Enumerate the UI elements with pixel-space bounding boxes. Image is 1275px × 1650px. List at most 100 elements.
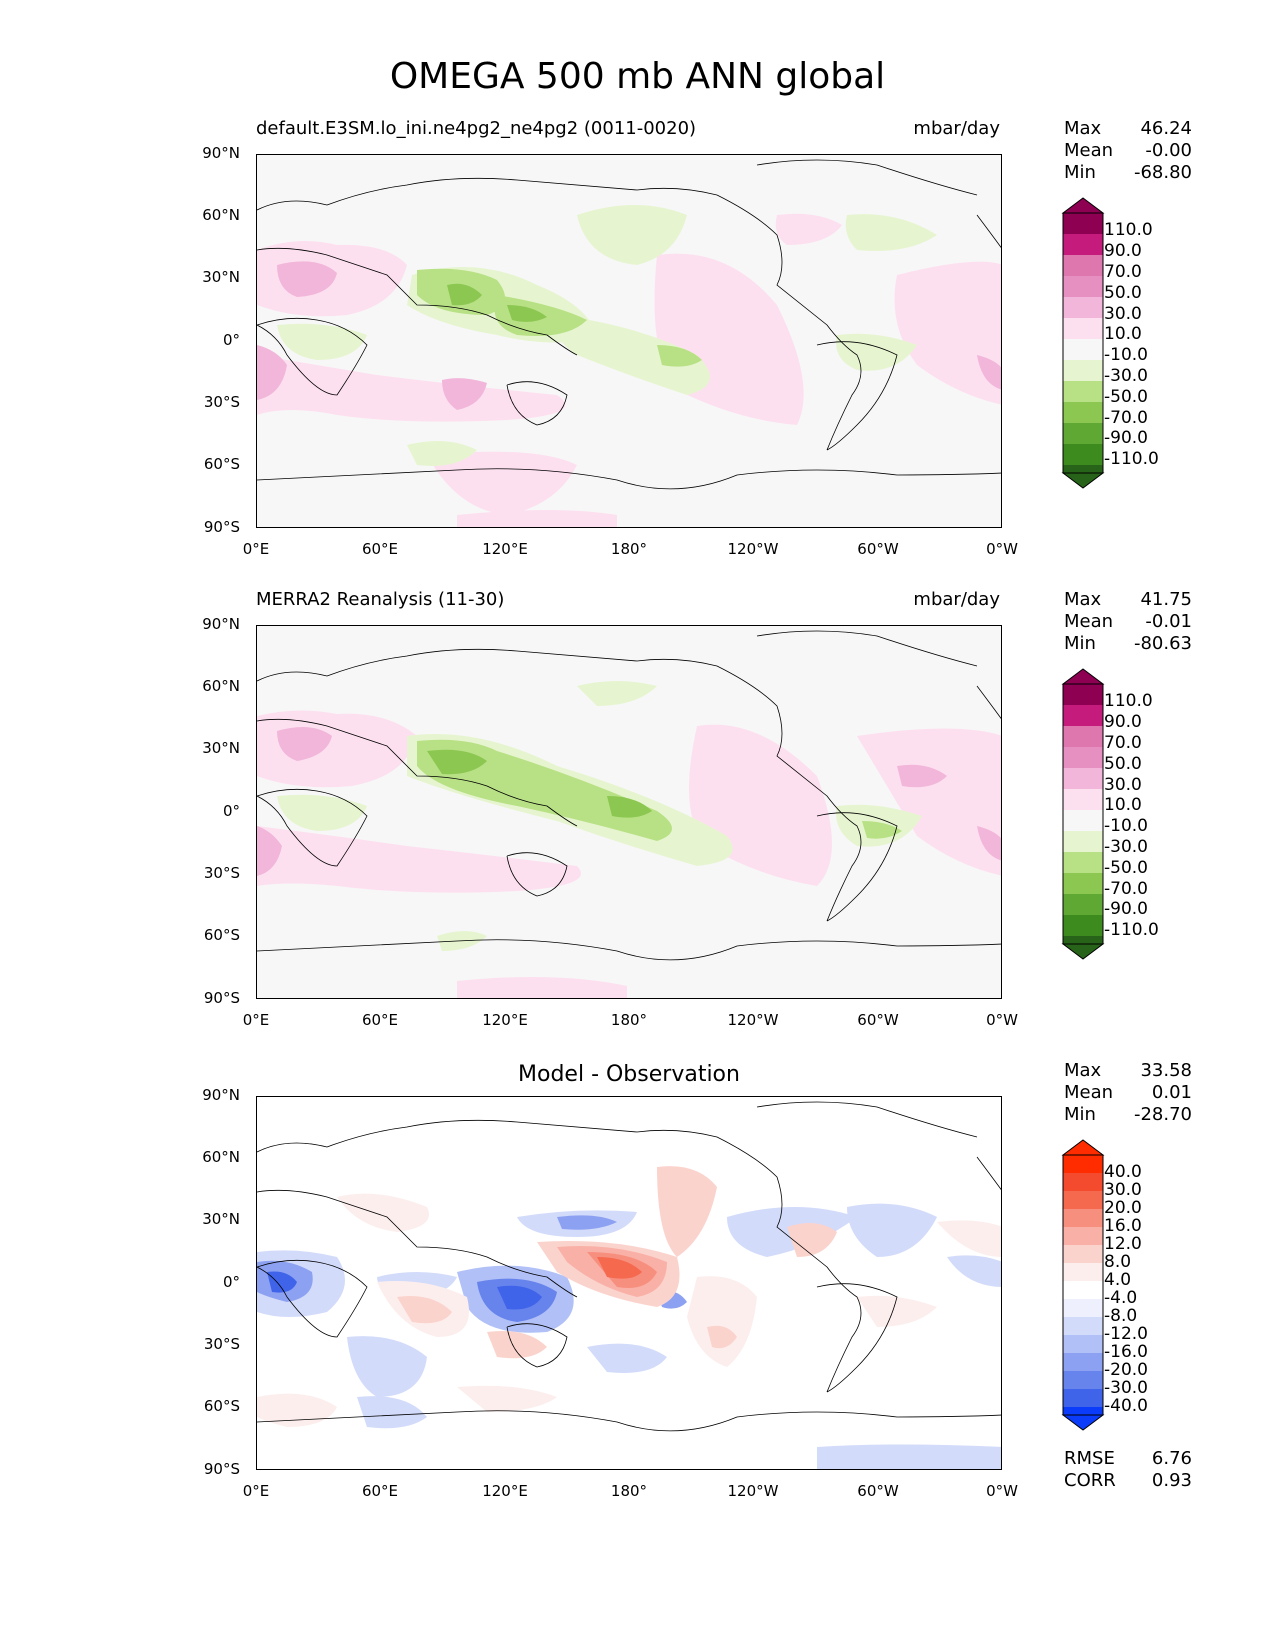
stat-min: -28.70 <box>1133 1104 1192 1125</box>
cbar-label: 30.0 <box>1104 775 1142 795</box>
cbar-label: 40.0 <box>1104 1162 1142 1182</box>
stats-reference: Max 41.75 Mean -0.01 Min -80.63 <box>1064 589 1192 655</box>
cbar-label: -90.0 <box>1104 428 1148 448</box>
stat-label: Min <box>1064 633 1096 654</box>
metric-corr: 0.93 <box>1151 1470 1192 1491</box>
ytick: 90°N <box>202 1086 240 1104</box>
coastlines <box>257 630 1001 961</box>
metric-label: CORR <box>1064 1470 1116 1491</box>
stats-test: Max 46.24 Mean -0.00 Min -68.80 <box>1064 118 1192 184</box>
panel-reference-title: MERRA2 Reanalysis (11-30) <box>256 589 505 610</box>
ytick: 60°S <box>203 455 240 473</box>
cbar-label: -10.0 <box>1104 345 1148 365</box>
colorbar-reference <box>1061 668 1105 960</box>
stat-label: Mean <box>1064 140 1114 161</box>
cbar-label: -110.0 <box>1104 920 1159 940</box>
cbar-label: -110.0 <box>1104 449 1159 469</box>
xtick: 0°E <box>242 1482 270 1500</box>
stat-label: Min <box>1064 1104 1096 1125</box>
ytick: 60°S <box>203 926 240 944</box>
figure-title: OMEGA 500 mb ANN global <box>389 56 886 97</box>
stat-label: Max <box>1064 118 1102 139</box>
xtick: 120°W <box>727 1011 779 1029</box>
panel-test-units: mbar/day <box>913 118 1000 139</box>
stat-max: 41.75 <box>1140 589 1192 610</box>
stat-min: -68.80 <box>1133 162 1192 183</box>
xtick: 120°E <box>482 1482 528 1500</box>
cbar-label: -16.0 <box>1104 1342 1148 1362</box>
ytick: 90°N <box>202 615 240 633</box>
stat-max: 33.58 <box>1140 1060 1192 1081</box>
cbar-label: -30.0 <box>1104 837 1148 857</box>
map-difference <box>256 1096 1002 1470</box>
cbar-label: 110.0 <box>1104 220 1153 240</box>
map-reference-contours <box>257 681 1001 998</box>
cbar-label: -30.0 <box>1104 366 1148 386</box>
stat-label: Max <box>1064 1060 1102 1081</box>
ytick: 30°N <box>202 1210 240 1228</box>
ytick: 90°S <box>203 518 240 536</box>
cbar-label: 4.0 <box>1104 1270 1132 1290</box>
coastlines <box>257 1101 1001 1432</box>
cbar-label: 10.0 <box>1104 795 1142 815</box>
cbar-label: 10.0 <box>1104 324 1142 344</box>
ytick: 30°N <box>202 739 240 757</box>
map-test-svg <box>257 155 1001 527</box>
cbar-label: 110.0 <box>1104 691 1153 711</box>
stat-label: Min <box>1064 162 1096 183</box>
xtick: 120°W <box>727 540 779 558</box>
cbar-label: -90.0 <box>1104 899 1148 919</box>
panel-difference-title: Model - Observation <box>518 1062 740 1087</box>
cbar-label: 30.0 <box>1104 304 1142 324</box>
panel-reference: MERRA2 Reanalysis (11-30) mbar/day <box>0 471 1275 1029</box>
cbar-label: -8.0 <box>1104 1306 1138 1326</box>
xtick: 180° <box>610 540 648 558</box>
stat-max: 46.24 <box>1140 118 1192 139</box>
panel-reference-units: mbar/day <box>913 589 1000 610</box>
ytick: 60°N <box>202 206 240 224</box>
stat-label: Mean <box>1064 1082 1114 1103</box>
stat-mean: -0.01 <box>1145 611 1192 632</box>
cbar-label: -20.0 <box>1104 1360 1148 1380</box>
cbar-label: -50.0 <box>1104 858 1148 878</box>
cbar-label: -30.0 <box>1104 1378 1148 1398</box>
ytick: 30°S <box>203 393 240 411</box>
xtick: 0°E <box>242 1011 270 1029</box>
map-reference-svg <box>257 626 1001 998</box>
xtick: 180° <box>610 1482 648 1500</box>
panel-test: default.E3SM.lo_ini.ne4pg2_ne4pg2 (0011-… <box>0 0 1275 558</box>
map-difference-svg <box>257 1097 1001 1469</box>
xtick: 60°W <box>857 1011 899 1029</box>
ytick: 0° <box>222 1273 240 1291</box>
xtick: 60°E <box>361 1482 399 1500</box>
cbar-label: -4.0 <box>1104 1288 1138 1308</box>
cbar-label: 90.0 <box>1104 712 1142 732</box>
xtick: 60°E <box>361 540 399 558</box>
map-test-contours <box>257 205 1001 527</box>
stat-mean: 0.01 <box>1151 1082 1192 1103</box>
cbar-label: -70.0 <box>1104 879 1148 899</box>
metrics-difference: RMSE 6.76 CORR 0.93 <box>1064 1448 1192 1492</box>
map-reference <box>256 625 1002 999</box>
ytick: 0° <box>222 331 240 349</box>
panel-test-title: default.E3SM.lo_ini.ne4pg2_ne4pg2 (0011-… <box>256 118 697 139</box>
xtick: 120°E <box>482 540 528 558</box>
colorbar-test <box>1061 197 1105 489</box>
map-test <box>256 154 1002 528</box>
cbar-label: -40.0 <box>1104 1396 1148 1416</box>
cbar-label: 50.0 <box>1104 754 1142 774</box>
xtick: 120°E <box>482 1011 528 1029</box>
coastlines <box>257 159 1001 490</box>
ytick: 30°N <box>202 268 240 286</box>
cbar-label: 90.0 <box>1104 241 1142 261</box>
cbar-label: 50.0 <box>1104 283 1142 303</box>
cbar-label: -70.0 <box>1104 408 1148 428</box>
cbar-label: 70.0 <box>1104 733 1142 753</box>
ytick: 90°N <box>202 144 240 162</box>
metric-label: RMSE <box>1064 1448 1115 1469</box>
stat-label: Mean <box>1064 611 1114 632</box>
cbar-label: -10.0 <box>1104 816 1148 836</box>
xtick: 60°W <box>857 540 899 558</box>
panel-difference: Model - Observation <box>0 942 1275 1500</box>
cbar-label: -12.0 <box>1104 1324 1148 1344</box>
